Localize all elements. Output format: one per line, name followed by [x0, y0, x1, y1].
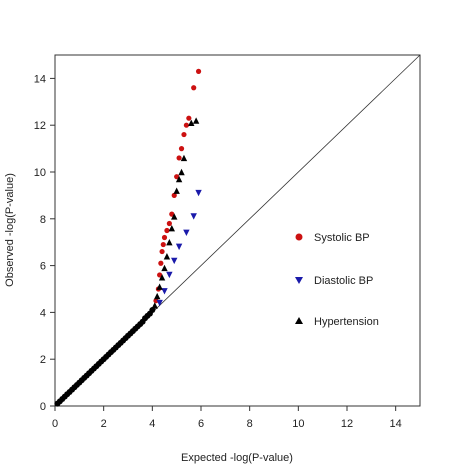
y-tick-label: 8 — [40, 214, 46, 226]
point-systolic-bp — [158, 260, 164, 266]
x-tick-label: 2 — [101, 418, 107, 430]
point-diastolic-bp — [175, 243, 183, 251]
point-hypertension — [151, 302, 158, 309]
x-tick-label: 4 — [149, 418, 155, 430]
point-systolic-bp — [164, 227, 170, 234]
point-systolic-bp — [181, 131, 187, 138]
legend-label-diastolic: Diastolic BP — [314, 275, 373, 287]
y-tick-label: 4 — [40, 307, 46, 319]
point-systolic-bp — [159, 248, 165, 255]
y-tick-label: 0 — [40, 401, 46, 413]
x-axis-title: Expected -log(P-value) — [181, 452, 293, 464]
point-hypertension — [175, 175, 183, 183]
point-diastolic-bp — [166, 271, 173, 279]
legend: Systolic BP Diastolic BP Hypertension — [295, 232, 379, 328]
y-axis-title: Observed -log(P-value) — [4, 173, 16, 287]
point-hypertension — [180, 154, 188, 162]
point-systolic-bp — [160, 241, 166, 248]
point-systolic-bp — [166, 220, 172, 227]
y-tick-label: 2 — [40, 354, 46, 366]
point-diastolic-bp — [195, 189, 202, 197]
point-diastolic-bp — [156, 299, 163, 307]
point-systolic-bp — [186, 115, 192, 121]
point-diastolic-bp — [190, 213, 197, 220]
plot-frame — [54, 54, 421, 407]
point-systolic-bp — [171, 192, 177, 198]
x-tick-label: 6 — [198, 418, 204, 430]
point-systolic-bp — [195, 68, 202, 74]
point-systolic-bp — [169, 211, 175, 217]
point-diastolic-bp — [171, 257, 178, 265]
point-hypertension — [171, 213, 178, 220]
baseline-points — [54, 307, 156, 407]
point-systolic-bp — [191, 85, 197, 91]
point-hypertension — [178, 168, 185, 176]
legend-marker-diastolic — [295, 277, 303, 284]
point-systolic-bp — [176, 155, 182, 161]
point-hypertension — [192, 117, 200, 124]
point-systolic-bp — [183, 122, 189, 128]
data-points — [151, 68, 202, 309]
point-systolic-bp — [153, 298, 159, 304]
point-hypertension — [154, 292, 161, 300]
x-tick-label: 14 — [390, 418, 402, 430]
point-hypertension — [161, 264, 168, 272]
x-tick-label: 0 — [52, 418, 58, 430]
legend-marker-hypertension — [295, 317, 303, 324]
point-hypertension — [158, 274, 166, 281]
x-tick-label: 8 — [247, 418, 253, 430]
point-diastolic-bp — [161, 288, 168, 295]
y-tick-label: 12 — [34, 120, 46, 132]
x-axis: 0 2 4 6 8 10 12 14 — [52, 406, 402, 430]
point-systolic-bp — [178, 146, 185, 152]
legend-marker-systolic — [295, 233, 303, 241]
point-hypertension — [156, 283, 163, 290]
y-tick-label: 14 — [34, 73, 46, 85]
point-hypertension — [166, 239, 173, 246]
point-hypertension — [173, 187, 180, 194]
point-hypertension — [188, 119, 195, 127]
y-tick-label: 6 — [40, 261, 46, 273]
legend-label-systolic: Systolic BP — [314, 232, 370, 244]
y-axis: 0 2 4 6 8 10 12 14 — [34, 73, 55, 413]
point-systolic-bp — [161, 234, 168, 241]
point-systolic-bp — [174, 174, 180, 180]
y-tick-label: 10 — [34, 167, 46, 179]
point-hypertension — [168, 224, 175, 232]
point-diastolic-bp — [183, 229, 190, 237]
point-hypertension — [163, 253, 171, 260]
legend-label-hypertension: Hypertension — [314, 316, 379, 328]
point-systolic-bp — [157, 272, 163, 278]
x-tick-label: 12 — [341, 418, 353, 430]
x-tick-label: 10 — [292, 418, 304, 430]
